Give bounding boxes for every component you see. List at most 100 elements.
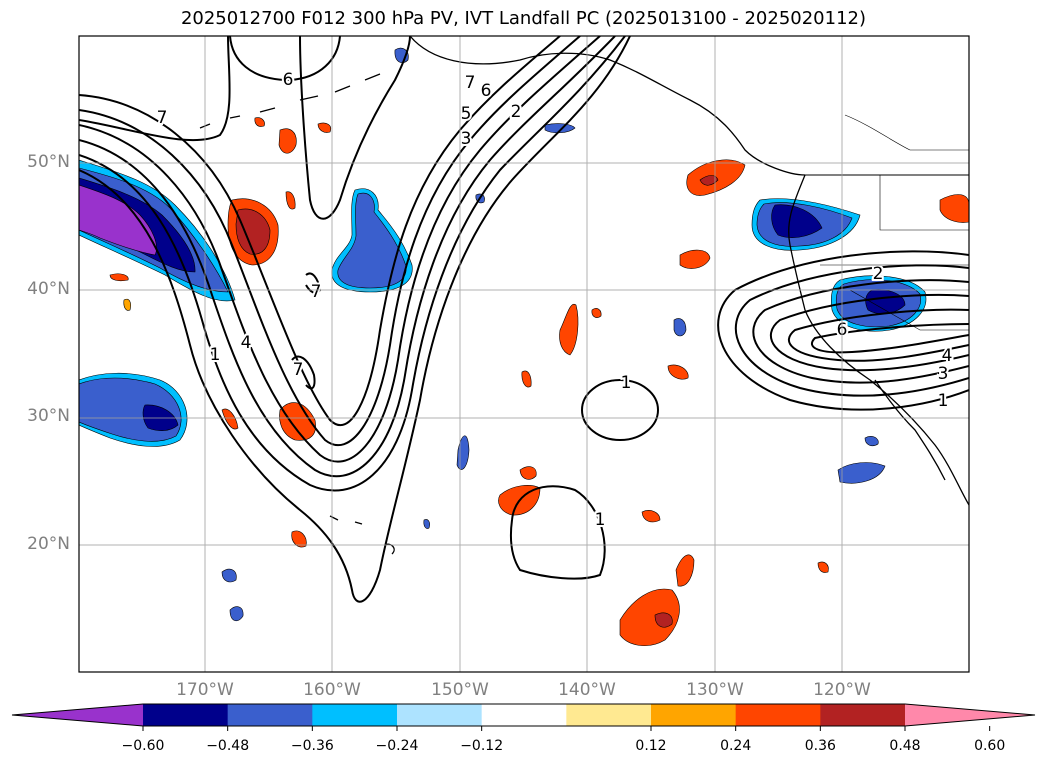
pv-ridge-4 (769, 294, 969, 372)
colorbar-segment (651, 704, 737, 726)
state-borders (820, 114, 969, 331)
colorbar-tick-label: 0.24 (720, 738, 752, 754)
colorbar-segment (566, 704, 652, 726)
colorbar-tick-label: 0.12 (635, 738, 667, 754)
colorbar-tick-label: −0.60 (121, 738, 165, 754)
contour-label: 4 (241, 333, 252, 353)
contour-label: 6 (481, 81, 492, 101)
patch-pos-14 (521, 370, 532, 388)
patch-pos-16 (519, 466, 537, 480)
pv-contour-long (79, 36, 631, 603)
patch-pos-8-core (699, 175, 719, 186)
lon-label-170w: 170°W (176, 680, 234, 700)
colorbar-segment (735, 704, 821, 726)
colorbar-tick-label: −0.48 (206, 738, 250, 754)
patch-pos-5 (317, 122, 331, 133)
colorbar-segment (397, 704, 483, 726)
colorbar-tick-label: 0.60 (974, 738, 1006, 754)
colorbar-segment (481, 704, 567, 726)
colorbar-tick-label: −0.36 (290, 738, 334, 754)
alaska-coast (409, 36, 806, 176)
patch-small-7 (864, 436, 879, 447)
coastlines (199, 36, 969, 555)
patch-nw-band-core (79, 184, 157, 256)
pv-contour-north-7 (79, 36, 231, 142)
colorbar-tick-label: −0.24 (375, 738, 419, 754)
patch-pos-22 (123, 298, 131, 311)
colorbar-extend-high (905, 704, 1035, 726)
pv-contour-north-loop (299, 36, 411, 220)
na-border (805, 36, 969, 176)
pv-contour-trough (79, 36, 581, 447)
colorbar-tick-label: −0.12 (460, 738, 504, 754)
pv-ridge-6 (811, 323, 969, 354)
colorbar-segment (820, 704, 906, 726)
lat-label-40n: 40°N (27, 279, 70, 299)
contour-label: 1 (621, 373, 632, 393)
patch-pos-21 (817, 561, 829, 573)
pv-contour-north-6 (229, 36, 341, 82)
patch-pos-19 (675, 554, 695, 587)
pv-ridge-5 (787, 308, 969, 362)
patch-pos-20 (641, 510, 661, 523)
contour-label: 2 (873, 264, 884, 284)
lon-label-150w: 150°W (431, 680, 489, 700)
pv-contour-low-1 (581, 379, 659, 441)
lon-label-130w: 130°W (686, 680, 744, 700)
patch-pos-17 (291, 530, 307, 548)
patch-pos-7 (221, 408, 239, 430)
patch-pos-18 (619, 588, 680, 647)
contour-label: 5 (461, 104, 472, 124)
lon-label-160w: 160°W (303, 680, 361, 700)
contour-label: 7 (311, 282, 322, 302)
chart-title: 2025012700 F012 300 hPa PV, IVT Landfall… (180, 8, 867, 29)
pv-contours (79, 36, 969, 603)
na-west-coast (788, 174, 969, 506)
contour-label: 3 (938, 364, 949, 384)
patch-small-2 (544, 123, 576, 134)
lon-label-120w: 120°W (813, 680, 871, 700)
patch-pos-11 (559, 303, 579, 356)
positive-anomaly-patches (109, 117, 969, 647)
contour-label: 7 (157, 108, 168, 128)
pv-contour-trough (79, 36, 616, 478)
patch-small-4 (673, 318, 687, 337)
pv-ridge-2 (734, 264, 969, 397)
baja-coast (874, 379, 946, 481)
patch-pos-13 (667, 364, 689, 380)
lat-label-50n: 50°N (27, 152, 70, 172)
colorbar-segment (227, 704, 313, 726)
patch-pos-10 (939, 194, 969, 223)
contour-label: 6 (283, 70, 294, 90)
contour-label: 3 (461, 129, 472, 149)
patch-small-6 (837, 462, 886, 484)
contour-label: 7 (465, 73, 476, 93)
patch-pos-4 (254, 117, 265, 127)
lat-label-30n: 30°N (27, 406, 70, 426)
contour-label: 1 (595, 510, 606, 530)
colorbar-tick-label: 0.36 (804, 738, 836, 754)
colorbar-extend-low (12, 704, 143, 726)
patch-small-9 (229, 606, 244, 622)
map-frame (78, 35, 970, 673)
patch-central-n-mid (337, 192, 407, 289)
pv-contour-low-1b (510, 485, 606, 580)
patch-pos-2 (278, 128, 297, 154)
patch-small-8 (221, 568, 237, 583)
patch-pos-1-core (235, 208, 271, 255)
patch-small-10 (423, 519, 430, 529)
contour-label: 1 (938, 391, 949, 411)
lon-label-140w: 140°W (558, 680, 616, 700)
colorbar-tick-label: 0.48 (889, 738, 921, 754)
patch-pos-18-core (654, 612, 673, 628)
patch-pos-9 (679, 249, 711, 269)
patch-pos-3 (285, 191, 296, 210)
colorbar-segment (143, 704, 229, 726)
contour-label: 4 (942, 346, 953, 366)
pv-ridge-3 (752, 279, 969, 384)
patch-pos-12 (591, 308, 602, 318)
pv-contour-trough (79, 36, 601, 463)
colorbar-segment (312, 704, 398, 726)
